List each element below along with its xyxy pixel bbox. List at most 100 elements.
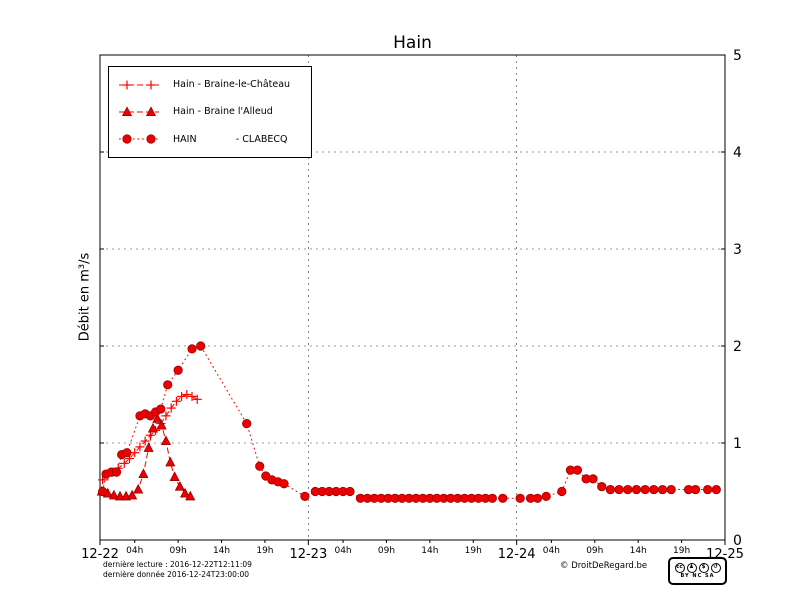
data-point-marker	[703, 484, 713, 495]
x-minor-tick-label: 09h	[170, 546, 187, 556]
data-point-marker	[557, 486, 567, 497]
x-major-tick-label: 12-23	[289, 547, 327, 562]
data-point-marker	[690, 484, 701, 495]
y-axis: 0 1 2 3 4 5	[100, 48, 742, 549]
y-tick-label: 1	[733, 436, 742, 452]
data-point-marker	[588, 474, 598, 484]
legend-label: HAIN - CLABECQ	[173, 133, 288, 145]
cc-license-badge: cc ♟ $ ↺ BY NC SA	[668, 557, 727, 585]
data-point-marker	[143, 442, 154, 452]
x-minor-tick-label: 19h	[465, 546, 482, 556]
series-1	[96, 413, 196, 501]
data-point-marker	[623, 484, 633, 495]
y-tick-label: 5	[733, 48, 742, 64]
legend-label: Hain - Braine l'Alleud	[173, 106, 273, 118]
data-point-marker	[255, 461, 265, 471]
sa-arrow-icon: ↺	[710, 563, 721, 573]
plot-border	[99, 54, 726, 541]
x-major-tick-label: 12-24	[498, 547, 536, 562]
nc-dollar-icon: $	[698, 563, 709, 573]
last-reading-text: dernière lecture : 2016-12-22T12:11:09	[103, 560, 252, 569]
data-point-marker	[152, 413, 163, 423]
gridlines	[100, 55, 725, 540]
data-point-marker	[487, 493, 497, 503]
x-minor-tick-label: 09h	[586, 546, 603, 556]
data-point-marker	[173, 365, 183, 375]
x-major-tick-label: 12-22	[81, 547, 119, 562]
data-point-marker	[185, 490, 196, 501]
data-point-marker	[614, 484, 624, 495]
x-minor-tick-label: 04h	[543, 546, 560, 556]
data-point-marker	[165, 456, 176, 467]
data-point-marker	[666, 484, 676, 495]
data-point-marker	[300, 491, 310, 501]
data-point-marker	[111, 467, 122, 477]
data-point-marker	[711, 484, 721, 495]
x-minor-tick-label: 04h	[334, 546, 351, 556]
data-point-marker	[196, 341, 206, 351]
data-point-marker	[180, 487, 191, 498]
legend-item: Hain - Braine l'Alleud	[115, 104, 305, 120]
data-point-marker	[156, 404, 166, 414]
x-minor-tick-label: 14h	[213, 546, 230, 556]
data-point-marker	[121, 106, 133, 116]
legend-marker-sample	[119, 106, 159, 116]
data-point-marker	[345, 486, 355, 497]
y-tick-label: 3	[733, 242, 742, 258]
data-point-marker	[187, 344, 197, 354]
data-point-marker	[640, 484, 650, 495]
data-point-marker	[572, 465, 583, 475]
x-minor-tick-label: 19h	[256, 546, 273, 556]
legend-marker-sample	[119, 134, 159, 144]
cc-caption: BY NC SA	[680, 573, 715, 579]
data-point-marker	[156, 419, 167, 430]
legend-item: Hain - Braine-le-Château	[115, 77, 305, 93]
data-point-marker	[174, 480, 185, 491]
data-point-marker	[605, 484, 616, 495]
data-point-marker	[163, 380, 173, 390]
x-minor-tick-label: 04h	[126, 546, 143, 556]
series-line	[101, 417, 191, 497]
series-2	[98, 341, 721, 503]
legend: Hain - Braine-le-Château Hain - Braine l'…	[108, 66, 312, 158]
data-point-marker	[98, 486, 108, 497]
last-data-text: dernière donnée 2016-12-24T23:00:00	[103, 570, 250, 579]
data-point-marker	[133, 483, 144, 494]
data-point-marker	[122, 134, 132, 144]
data-point-marker	[147, 422, 159, 433]
data-point-marker	[138, 468, 149, 479]
x-minor-tick-label: 14h	[630, 546, 647, 556]
data-point-marker	[160, 435, 172, 446]
cc-icon-row: cc ♟ $ ↺	[674, 563, 721, 573]
legend-item: HAIN - CLABECQ	[115, 131, 305, 147]
data-point-marker	[169, 471, 180, 481]
data-point-marker	[597, 482, 607, 492]
y-tick-label: 0	[733, 533, 742, 549]
data-point-marker	[515, 493, 525, 503]
data-point-marker	[498, 493, 508, 503]
data-point-marker	[145, 106, 157, 116]
data-point-marker	[114, 490, 126, 501]
data-point-marker	[631, 484, 642, 495]
by-person-icon: ♟	[686, 563, 697, 573]
legend-marker-sample	[119, 80, 159, 90]
data-point-marker	[657, 484, 668, 495]
data-point-marker	[108, 489, 119, 500]
x-minor-tick-label: 09h	[378, 546, 395, 556]
cc-icon: cc	[674, 563, 685, 573]
data-point-marker	[122, 448, 132, 458]
data-point-marker	[146, 134, 156, 144]
data-point-marker	[649, 484, 659, 495]
x-minor-tick-label: 14h	[421, 546, 438, 556]
data-point-marker	[127, 489, 138, 500]
data-point-marker	[242, 418, 252, 429]
chart-title: Hain	[393, 33, 432, 53]
data-point-marker	[532, 493, 543, 503]
legend-label: Hain - Braine-le-Château	[173, 79, 291, 91]
x-minor-tick-label: 19h	[673, 546, 690, 556]
data-point-marker	[279, 479, 289, 489]
y-tick-label: 4	[733, 145, 742, 161]
data-point-marker	[541, 491, 551, 501]
